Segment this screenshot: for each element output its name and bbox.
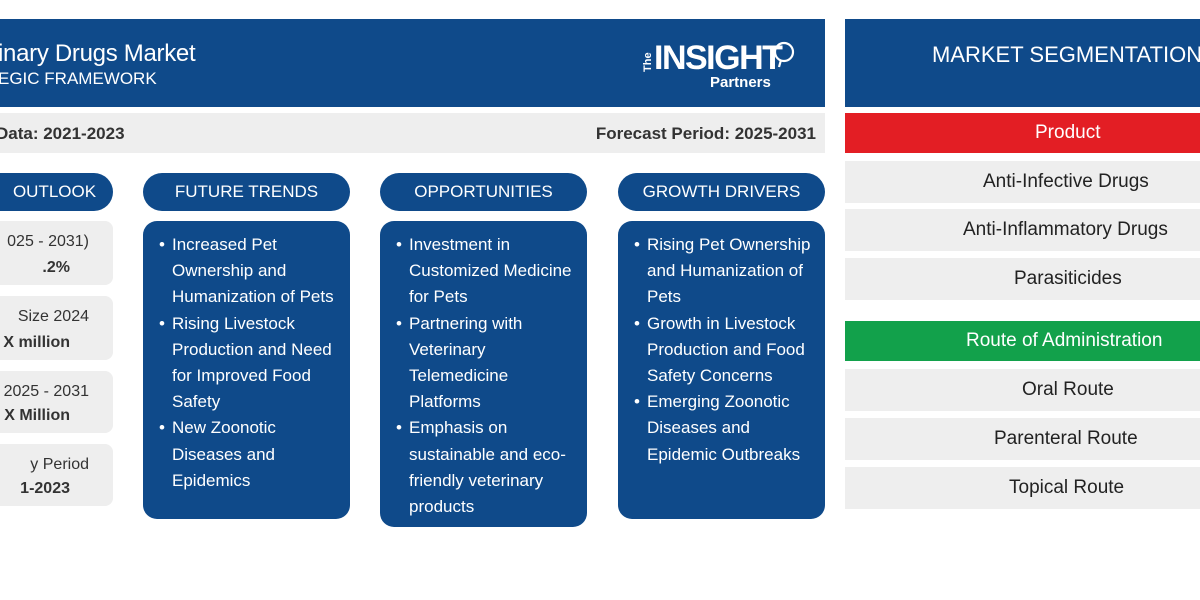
segment-category-route: Route of Administration — [845, 321, 1200, 361]
outlook-stat-market-size-2031: e 2025 - 2031 X Million — [0, 371, 113, 433]
growth-driver-item: Rising Pet Ownership and Humanization of… — [632, 232, 817, 311]
growth-drivers-box: Rising Pet Ownership and Humanization of… — [618, 221, 825, 519]
stat-value: X million — [3, 334, 70, 351]
opportunities-box: Investment in Customized Medicine for Pe… — [380, 221, 587, 527]
logo-insight-text: INSIGHT — [654, 39, 783, 77]
page-subtitle: EGIC FRAMEWORK — [0, 69, 157, 88]
growth-driver-item: Emerging Zoonotic Diseases and Epidemic … — [632, 389, 817, 468]
future-trend-item: Increased Pet Ownership and Humanization… — [157, 232, 342, 311]
future-trends-header-label: FUTURE TRENDS — [174, 182, 319, 201]
segment-category-product: Product — [845, 113, 1200, 153]
opportunity-item: Investment in Customized Medicine for Pe… — [394, 232, 579, 311]
historical-data-label: Data: 2021-2023 — [0, 124, 125, 143]
stat-value: .2% — [42, 259, 70, 276]
logo-the-text: The — [642, 52, 654, 72]
stat-label: e 2025 - 2031 — [0, 383, 89, 400]
stat-label: Size 2024 — [17, 308, 89, 325]
segment-item-label: Anti-Inflammatory Drugs — [963, 219, 1168, 240]
period-bar — [0, 113, 825, 153]
future-trends-box: Increased Pet Ownership and Humanization… — [143, 221, 350, 519]
outlook-header-label: OUTLOOK — [12, 182, 97, 201]
opportunities-header: OPPORTUNITIES — [380, 173, 587, 211]
segment-item: Oral Route — [845, 369, 1200, 411]
future-trends-header: FUTURE TRENDS — [143, 173, 350, 211]
segment-item: Anti-Infective Drugs — [845, 161, 1200, 203]
segment-item: Topical Route — [845, 467, 1200, 509]
segment-item: Parasiticides — [845, 258, 1200, 300]
stat-label: y Period — [30, 456, 89, 473]
logo-partners-text: Partners — [710, 74, 771, 91]
outlook-stat-market-size-2024: Size 2024 X million — [0, 296, 113, 360]
segment-category-label: Route of Administration — [966, 330, 1163, 351]
segment-item-label: Topical Route — [1009, 477, 1125, 498]
growth-drivers-header: GROWTH DRIVERS — [618, 173, 825, 211]
page-title: inary Drugs Market — [0, 40, 196, 67]
segment-item-label: Parenteral Route — [994, 428, 1138, 449]
opportunity-item: Partnering with Veterinary Telemedicine … — [394, 311, 579, 416]
opportunity-item: Emphasis on sustainable and eco-friendly… — [394, 415, 579, 520]
future-trend-item: Rising Livestock Production and Need for… — [157, 311, 342, 416]
stat-value: 1-2023 — [20, 480, 70, 497]
segmentation-title: MARKET SEGMENTATION — [932, 42, 1200, 67]
segment-item-label: Anti-Infective Drugs — [983, 171, 1149, 192]
segment-item-label: Parasiticides — [1014, 268, 1122, 289]
header-banner — [0, 19, 825, 107]
growth-driver-item: Growth in Livestock Production and Food … — [632, 311, 817, 390]
stat-value: X Million — [4, 407, 70, 424]
outlook-header: OUTLOOK — [0, 173, 113, 211]
stat-label: 025 - 2031) — [7, 233, 89, 250]
segmentation-header — [845, 19, 1200, 107]
logo-bulb-icon — [773, 41, 795, 68]
opportunities-header-label: OPPORTUNITIES — [414, 182, 553, 201]
forecast-period-label: Forecast Period: 2025-2031 — [595, 124, 816, 143]
future-trend-item: New Zoonotic Diseases and Epidemics — [157, 415, 342, 494]
segment-category-label: Product — [1035, 122, 1101, 143]
segment-item-label: Oral Route — [1022, 379, 1114, 400]
growth-drivers-header-label: GROWTH DRIVERS — [642, 182, 801, 201]
outlook-stat-cagr: 025 - 2031) .2% — [0, 221, 113, 285]
insight-partners-logo: The INSIGHT Partners — [640, 38, 810, 94]
segment-item: Parenteral Route — [845, 418, 1200, 460]
segment-item: Anti-Inflammatory Drugs — [845, 209, 1200, 251]
outlook-stat-historical-period: y Period 1-2023 — [0, 444, 113, 506]
